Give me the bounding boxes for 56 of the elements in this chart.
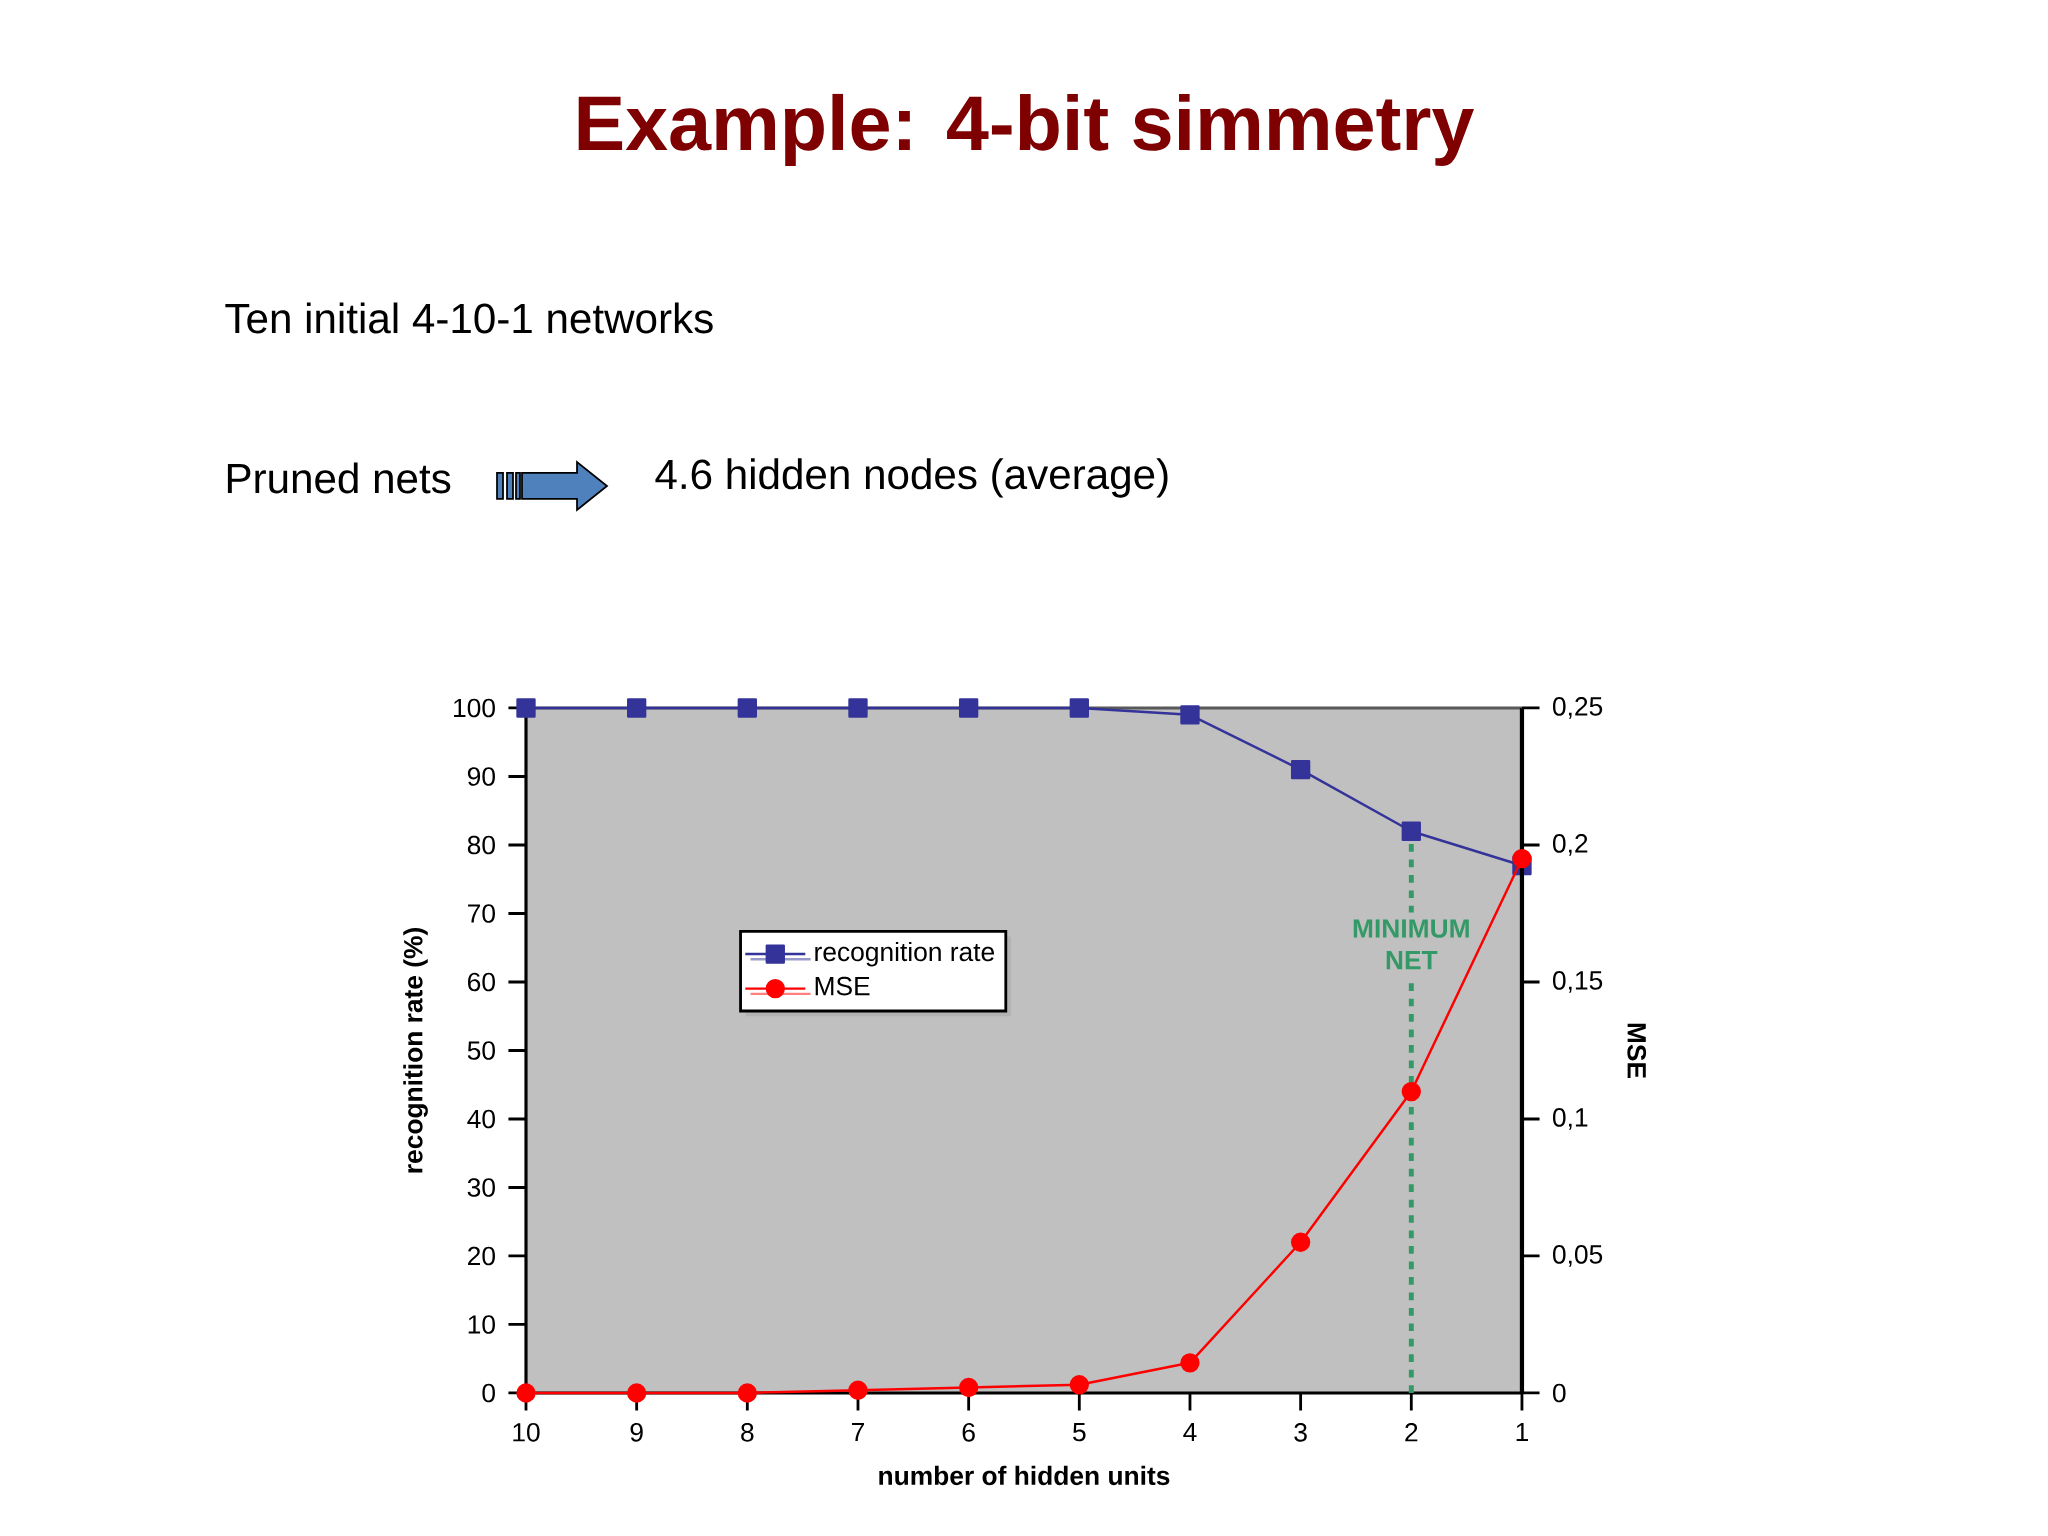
point: [627, 698, 647, 718]
text: 4.6 hidden nodes (average): [655, 458, 1168, 498]
y2-tick-label: 0,15: [1553, 971, 1603, 993]
x-tick-label: 6: [962, 1422, 975, 1442]
y-tick-label: 90: [467, 767, 495, 786]
point: [848, 1380, 868, 1400]
y-tick-label: 50: [467, 1041, 495, 1060]
y2-tick-label: 0,25: [1553, 697, 1603, 719]
x-tick-label: 10: [513, 1422, 540, 1442]
y2-tick-label: 0,2: [1553, 834, 1588, 856]
point: [516, 698, 536, 718]
text: Pruned nets: [227, 462, 451, 494]
point: [958, 1377, 979, 1398]
y-tick-label: 10: [468, 1315, 495, 1334]
y-tick-label: 30: [467, 1178, 495, 1197]
point: [1401, 821, 1421, 841]
x-axis-title: number of hidden units: [879, 1465, 1170, 1486]
x-tick-label: 5: [1073, 1422, 1086, 1442]
y-tick-label: 60: [468, 972, 495, 992]
x-tick-label: 3: [1294, 1422, 1307, 1442]
point: [1180, 705, 1200, 725]
y-tick-label: 20: [468, 1246, 495, 1266]
point: [516, 1383, 536, 1403]
point: [627, 1383, 647, 1403]
point: [958, 698, 979, 718]
point: [1290, 1232, 1311, 1252]
chart-title: Example: 4-bit simmetry: [578, 93, 1474, 167]
y-tick-label: 100: [454, 698, 495, 718]
y2-tick-label: 0,05: [1553, 1245, 1603, 1267]
point: [1290, 759, 1311, 780]
x-tick-label: 9: [630, 1422, 643, 1442]
x-tick-label: 8: [741, 1422, 754, 1442]
point: [737, 1383, 757, 1403]
x-tick-label: 4: [1183, 1422, 1197, 1442]
x-tick-label: 7: [852, 1422, 864, 1442]
y-axis-title: recognition rate (%): [403, 928, 428, 1173]
y2-axis-title: MSE: [1627, 1023, 1647, 1078]
point: [1180, 1353, 1200, 1373]
legend-label: MSE: [815, 976, 870, 996]
point: [848, 698, 868, 718]
point: [737, 698, 757, 718]
y-tick-label: 80: [467, 835, 495, 855]
point: [1069, 698, 1089, 718]
legend-label: recognition rate: [815, 941, 995, 967]
y2-tick-label: 0,1: [1553, 1108, 1588, 1130]
y-tick-label: 40: [467, 1109, 495, 1129]
y2-tick-label: 0: [1553, 1383, 1566, 1403]
x-tick-label: 1: [1516, 1422, 1529, 1442]
point: [1069, 1375, 1089, 1395]
point: [1512, 849, 1532, 869]
y-tick-label: 0: [482, 1383, 495, 1403]
x-tick-label: 2: [1405, 1422, 1418, 1442]
y-tick-label: 70: [468, 904, 495, 923]
point: [1401, 1081, 1421, 1102]
chart-subtitle: Ten initial 4-10-1 networks: [225, 302, 713, 334]
ref-line-label: MINIMUM NET: [1353, 919, 1469, 970]
